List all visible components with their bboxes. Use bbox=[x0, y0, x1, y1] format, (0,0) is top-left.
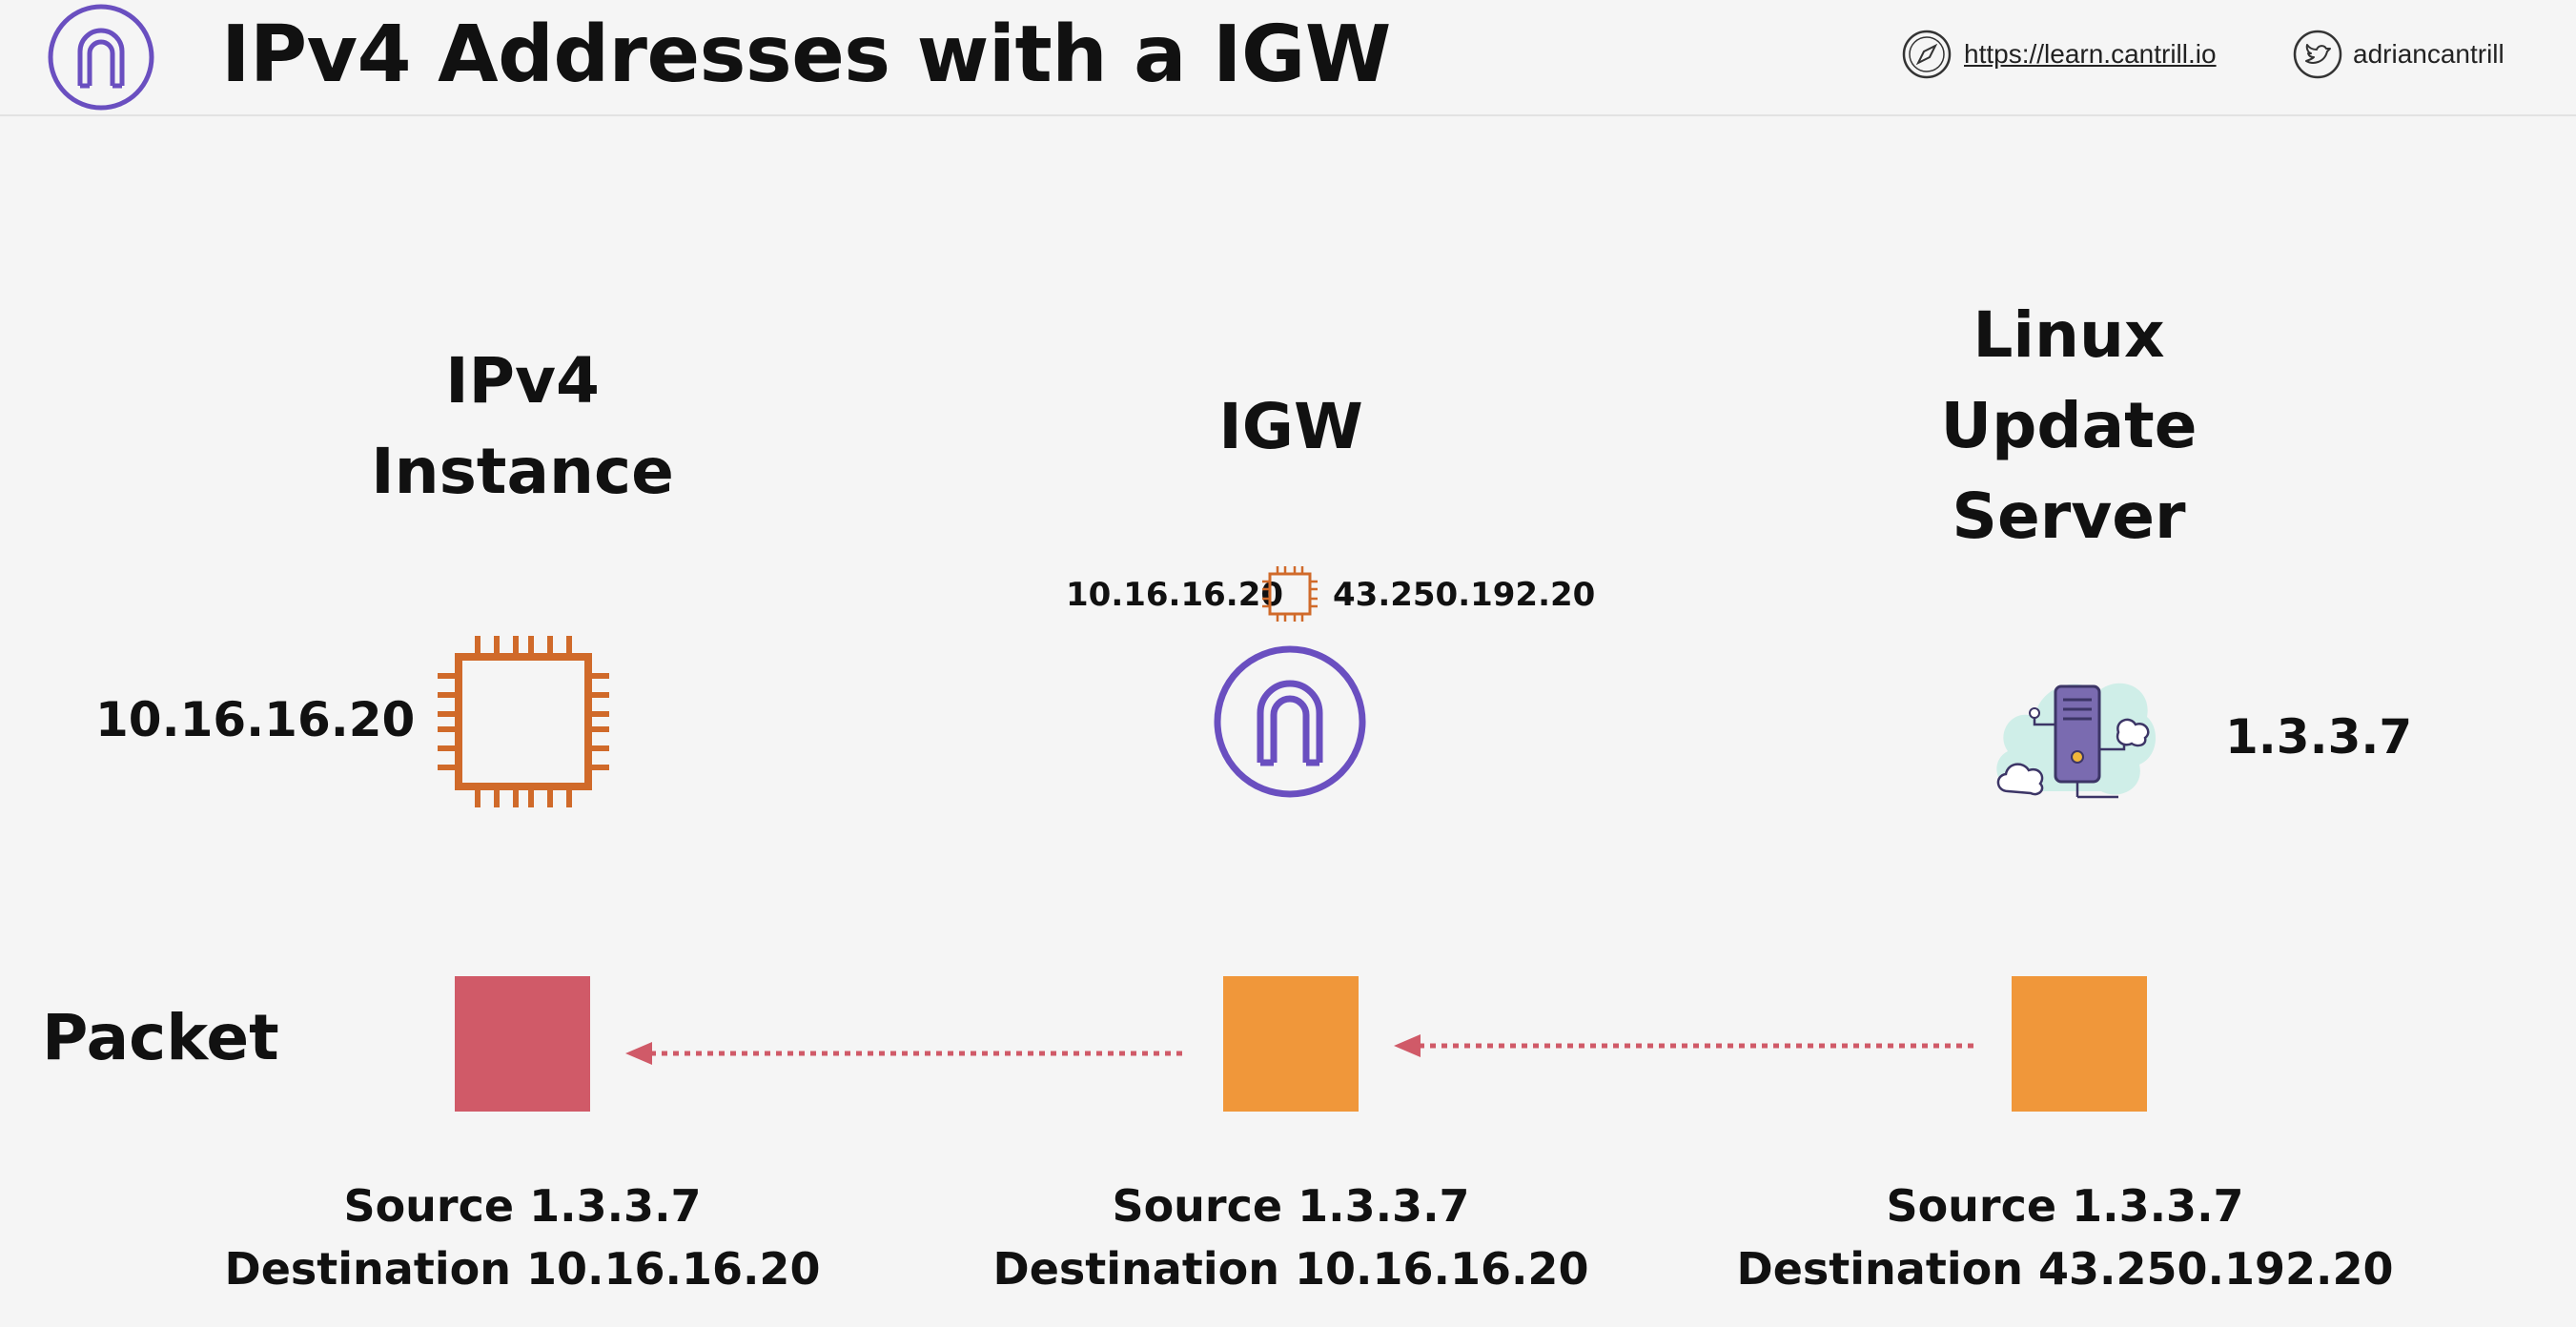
packet-at-instance bbox=[455, 976, 590, 1112]
destination-label: Destination bbox=[992, 1243, 1279, 1295]
instance-ip: 10.16.16.20 bbox=[95, 692, 416, 747]
compass-icon bbox=[1902, 30, 1952, 79]
website-link[interactable]: https://learn.cantrill.io bbox=[1964, 39, 2217, 69]
linux-server-cloud-icon bbox=[1996, 683, 2157, 799]
destination-ip: 10.16.16.20 bbox=[1294, 1243, 1589, 1295]
igw-public-ip: 43.250.192.20 bbox=[1333, 576, 1596, 614]
source-ip: 1.3.3.7 bbox=[2072, 1180, 2244, 1232]
destination-ip: 10.16.16.20 bbox=[525, 1243, 821, 1295]
packet-flow-arrows bbox=[625, 1034, 1973, 1065]
packet-info-server: Source 1.3.3.7 Destination 43.250.192.20 bbox=[1731, 1174, 2399, 1300]
igw-title: IGW bbox=[1218, 390, 1363, 463]
header-bar: IPv4 Addresses with a IGW https://learn.… bbox=[0, 0, 2576, 116]
packet-at-server bbox=[2012, 976, 2147, 1112]
destination-label: Destination bbox=[224, 1243, 511, 1295]
packet-row-label: Packet bbox=[42, 1001, 279, 1074]
instance-title-line2: Instance bbox=[371, 435, 674, 508]
source-label: Source bbox=[1886, 1180, 2057, 1232]
destination-ip: 43.250.192.20 bbox=[2037, 1243, 2394, 1295]
igw-private-ip: 10.16.16.20 bbox=[1066, 576, 1284, 614]
source-ip: 1.3.3.7 bbox=[1298, 1180, 1470, 1232]
server-title: Linux Update Server bbox=[1878, 290, 2259, 561]
igw-mapping-chip-icon bbox=[1262, 566, 1318, 622]
instance-title-line1: IPv4 bbox=[445, 344, 600, 418]
destination-label: Destination bbox=[1736, 1243, 2023, 1295]
packet-info-instance: Source 1.3.3.7 Destination 10.16.16.20 bbox=[189, 1174, 856, 1300]
packet-at-igw bbox=[1223, 976, 1359, 1112]
arrow-igw-to-instance bbox=[625, 1042, 1182, 1065]
server-title-line3: Server bbox=[1952, 480, 2186, 553]
ec2-instance-chip-icon bbox=[438, 636, 609, 807]
arrow-server-to-igw bbox=[1394, 1034, 1973, 1057]
source-label: Source bbox=[343, 1180, 515, 1232]
source-label: Source bbox=[1112, 1180, 1283, 1232]
igw-logo-icon bbox=[48, 4, 154, 111]
server-ip: 1.3.3.7 bbox=[2225, 709, 2413, 765]
twitter-icon bbox=[2293, 30, 2342, 79]
internet-gateway-icon bbox=[1214, 645, 1366, 798]
instance-title: IPv4 Instance bbox=[332, 336, 713, 517]
twitter-handle[interactable]: adriancantrill bbox=[2353, 39, 2504, 69]
packet-info-igw: Source 1.3.3.7 Destination 10.16.16.20 bbox=[957, 1174, 1625, 1300]
source-ip: 1.3.3.7 bbox=[529, 1180, 702, 1232]
server-title-line2: Update bbox=[1940, 389, 2198, 462]
page-title: IPv4 Addresses with a IGW bbox=[221, 10, 1391, 100]
server-title-line1: Linux bbox=[1973, 298, 2165, 372]
